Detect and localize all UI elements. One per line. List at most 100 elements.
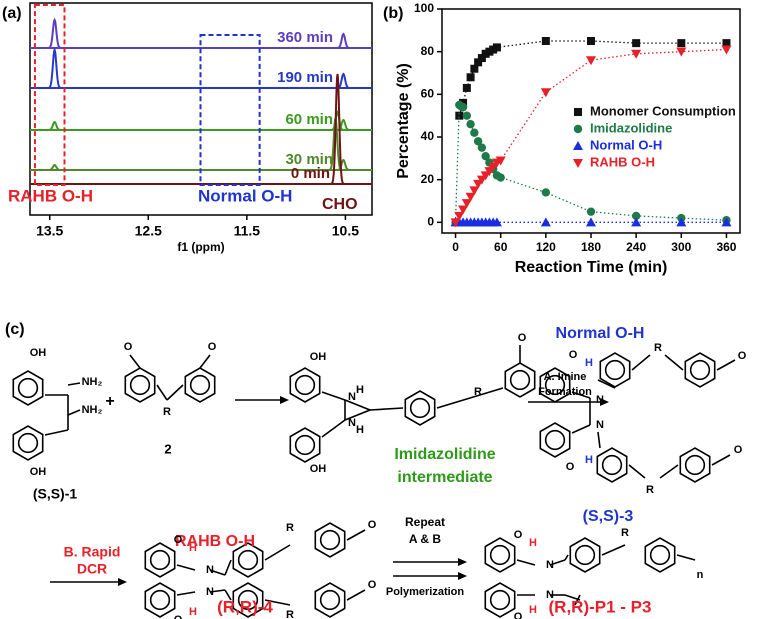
bond	[676, 554, 696, 561]
atom-label: O	[208, 341, 217, 353]
x-tick-label: 11.5	[234, 223, 261, 239]
marker	[632, 39, 641, 48]
peak	[44, 163, 65, 171]
scheme-text: DCR	[77, 561, 107, 577]
bond	[564, 554, 569, 561]
atom-label: O	[569, 349, 578, 361]
x-tick-label: 300	[671, 240, 691, 254]
marker	[462, 111, 472, 120]
scheme-text: (S,S)-1	[33, 486, 78, 502]
bond	[601, 544, 626, 556]
peak	[327, 110, 348, 131]
scheme-text: A & B	[409, 532, 442, 546]
atom-label: O	[124, 341, 133, 353]
atom-label: N	[348, 391, 356, 403]
marker	[631, 49, 642, 59]
trace-label: 360 min	[277, 29, 333, 46]
aromatic-circle	[237, 549, 259, 571]
atom-label: O	[734, 444, 743, 456]
scheme-text: Polymerization	[386, 586, 465, 598]
aromatic-circle	[294, 374, 316, 396]
bond	[346, 589, 366, 601]
scheme-text: B. Rapid	[64, 544, 121, 560]
atom-label: O	[738, 350, 747, 362]
annotation: CHO	[322, 196, 358, 213]
atom-label: OH	[30, 466, 47, 478]
y-tick-label: 80	[421, 44, 435, 58]
aromatic-circle	[319, 529, 341, 551]
arrow-head	[600, 398, 609, 406]
bond	[597, 379, 616, 389]
bond	[469, 387, 504, 399]
marker	[473, 137, 483, 146]
atom-label: R	[646, 484, 654, 496]
annotation: Normal O-H	[198, 186, 292, 205]
benzene-ring	[289, 427, 321, 463]
peak	[44, 46, 65, 89]
benzene-ring	[684, 352, 716, 388]
atom-label: O	[514, 611, 523, 619]
bond	[209, 589, 226, 593]
aromatic-circle	[509, 369, 531, 391]
marker	[462, 83, 471, 92]
atom-label: R	[621, 527, 629, 539]
atom-label: H	[189, 606, 197, 618]
annotation: RAHB O-H	[8, 186, 93, 205]
legend-marker	[574, 108, 582, 116]
aromatic-circle	[544, 429, 566, 451]
benzene-ring	[144, 582, 176, 618]
y-axis-title: Percentage (%)	[395, 63, 412, 179]
bond	[436, 397, 471, 409]
arrow-head	[118, 578, 127, 586]
bond	[664, 354, 684, 371]
benzene-ring	[314, 522, 346, 558]
legend-label: RAHB O-H	[590, 154, 655, 169]
marker	[454, 211, 465, 221]
atom-label: H	[529, 604, 537, 616]
aromatic-circle	[237, 589, 259, 611]
atom-label: N	[546, 559, 554, 571]
x-tick-label: 60	[494, 240, 508, 254]
aromatic-circle	[17, 432, 39, 454]
highlight-box	[199, 34, 261, 186]
bond	[516, 559, 536, 566]
aromatic-circle	[294, 434, 316, 456]
arrow-head	[458, 558, 467, 566]
legend-marker	[573, 159, 583, 168]
x-tick-label: 0	[452, 240, 459, 254]
marker	[470, 64, 479, 73]
aromatic-circle	[684, 454, 706, 476]
bond	[628, 464, 646, 479]
y-tick-label: 100	[414, 1, 434, 15]
aromatic-circle	[489, 544, 511, 566]
benzene-ring	[124, 367, 156, 403]
peak	[333, 32, 354, 49]
benzene-ring	[314, 582, 346, 618]
bond	[224, 559, 232, 576]
atom-label: R	[163, 406, 171, 418]
bond	[67, 409, 81, 416]
marker	[586, 56, 596, 66]
benzene-ring	[289, 367, 321, 403]
atom-label: H	[529, 537, 537, 549]
marker	[477, 54, 486, 63]
x-tick-label: 12.5	[135, 223, 162, 239]
marker	[495, 156, 506, 166]
bond	[176, 564, 196, 571]
bond	[716, 359, 736, 371]
atom-label: R	[286, 609, 294, 619]
atom-label: N	[206, 586, 214, 598]
atom-label: O	[518, 332, 527, 344]
benzene-ring	[484, 582, 516, 618]
benzene-ring	[644, 537, 676, 573]
panel-label: (b)	[383, 5, 403, 22]
scheme-text: (R,R)-P1 - P3	[549, 597, 652, 616]
x-axis-title: Reaction Time (min)	[515, 259, 668, 276]
bond	[224, 589, 232, 601]
aromatic-circle	[649, 544, 671, 566]
marker	[631, 211, 641, 221]
x-tick-label: 240	[626, 240, 646, 254]
scheme-text: Formation	[538, 386, 592, 398]
marker	[586, 217, 596, 227]
y-tick-label: 60	[421, 87, 435, 101]
